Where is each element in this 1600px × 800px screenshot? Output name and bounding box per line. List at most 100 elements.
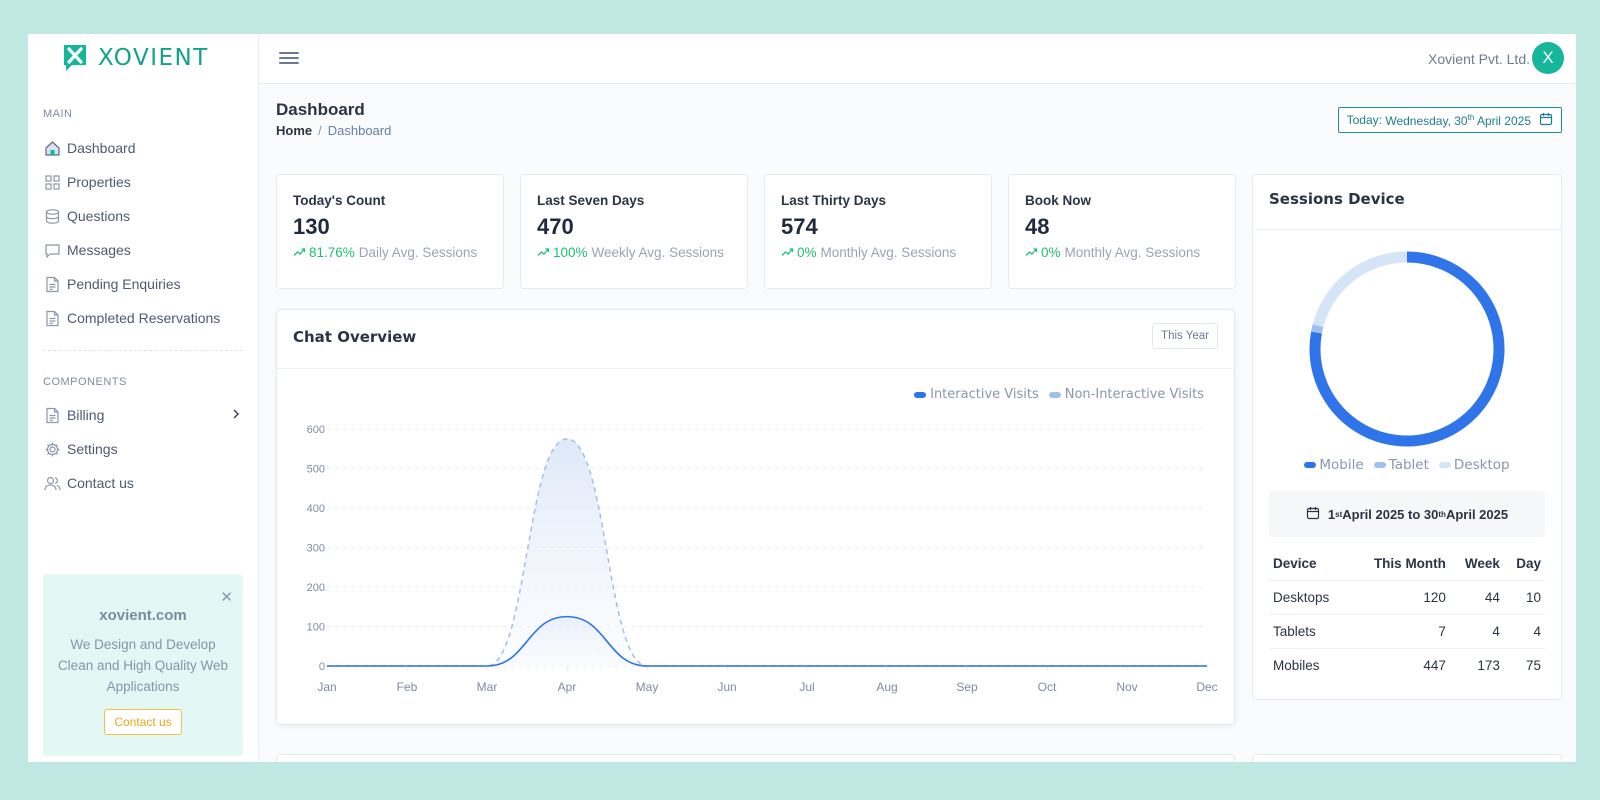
- close-icon[interactable]: ✕: [220, 589, 233, 606]
- sidebar-item-settings[interactable]: Settings: [43, 432, 243, 466]
- trend-up-icon: [537, 245, 550, 260]
- sidebar-item-pending-enquiries[interactable]: Pending Enquiries: [43, 267, 243, 301]
- donut-slice-tablet[interactable]: [1311, 324, 1324, 334]
- home-icon: [43, 139, 61, 157]
- table-cell: 44: [1449, 580, 1504, 615]
- table-row: Mobiles 447 173 75: [1269, 649, 1545, 683]
- x-tick-label: Jan: [317, 680, 336, 694]
- breadcrumb-home[interactable]: Home: [276, 123, 313, 138]
- donut-legend: Mobile Tablet Desktop: [1253, 457, 1561, 473]
- today-date: Wednesday, 30th April 2025: [1385, 112, 1531, 128]
- today-prefix: Today:: [1346, 113, 1382, 127]
- components-nav: Billing Settings Contact us: [43, 398, 243, 500]
- main-section-title: MAIN: [43, 108, 73, 120]
- breadcrumb: Home / Dashboard: [276, 123, 391, 138]
- table-cell: 447: [1423, 658, 1446, 673]
- y-tick-label: 200: [307, 582, 325, 594]
- stat-subtext: 100% Weekly Avg. Sessions: [537, 245, 731, 260]
- stat-label: Book Now: [1025, 193, 1091, 208]
- legend-interactive-visits[interactable]: Interactive Visits: [914, 387, 1039, 402]
- x-tick-label: Feb: [397, 680, 418, 694]
- x-tick-label: May: [636, 680, 659, 694]
- legend-non-interactive-visits[interactable]: Non-Interactive Visits: [1048, 387, 1204, 402]
- trend-up-icon: [293, 245, 306, 260]
- sidebar-divider: [43, 350, 243, 351]
- stat-subtext: 0% Monthly Avg. Sessions: [781, 245, 975, 260]
- column-header: Week: [1449, 547, 1504, 581]
- series-line[interactable]: [327, 438, 1207, 667]
- legend-desktop[interactable]: Desktop: [1438, 457, 1510, 473]
- stat-value: 574: [781, 214, 818, 239]
- series-line[interactable]: [327, 615, 1207, 667]
- stat-value: 130: [293, 214, 330, 239]
- stat-label: Today's Count: [293, 193, 386, 208]
- sidebar-item-messages[interactable]: Messages: [43, 233, 243, 267]
- table-cell: 10: [1503, 580, 1545, 615]
- x-tick-label: Oct: [1038, 680, 1057, 694]
- x-tick-label: Apr: [558, 680, 577, 694]
- chevron-right-icon[interactable]: [231, 407, 241, 423]
- table-cell: Tablets: [1269, 614, 1350, 649]
- users-icon: [43, 474, 61, 492]
- calendar-icon: [1539, 112, 1553, 129]
- stat-label: Last Thirty Days: [781, 193, 887, 208]
- grid-icon: [43, 173, 61, 191]
- sidebar-item-completed-reservations[interactable]: Completed Reservations: [43, 301, 243, 335]
- sidebar-item-label: Properties: [67, 174, 131, 190]
- today-date-button[interactable]: Today: Wednesday, 30th April 2025: [1337, 107, 1562, 133]
- sessions-device-title: Sessions Device: [1269, 190, 1405, 208]
- donut-slice-mobile[interactable]: [1309, 251, 1505, 447]
- sidebar-item-questions[interactable]: Questions: [43, 199, 243, 233]
- y-tick-label: 400: [307, 503, 325, 515]
- sidebar-item-label: Questions: [67, 208, 131, 224]
- table-row: Tablets 7 4 4: [1269, 614, 1545, 649]
- company-name[interactable]: Xovient Pvt. Ltd.: [1428, 51, 1530, 67]
- table-cell: Mobiles: [1273, 658, 1320, 673]
- calendar-icon: [1306, 506, 1320, 523]
- sidebar-item-dashboard[interactable]: Dashboard: [43, 131, 243, 165]
- next-card-placeholder: [276, 754, 1235, 762]
- topbar: Xovient Pvt. Ltd. X: [259, 34, 1576, 84]
- sidebar-item-label: Pending Enquiries: [67, 276, 181, 292]
- sidebar-item-label: Messages: [67, 242, 131, 258]
- stat-card-last-seven-days: Last Seven Days 470 100% Weekly Avg. Sess…: [520, 174, 748, 289]
- stat-label: Last Seven Days: [537, 193, 645, 208]
- menu-toggle-icon[interactable]: [279, 49, 299, 67]
- chat-overview-card: Chat Overview This Year Interactive Visi…: [276, 309, 1235, 725]
- series-area: [327, 616, 1207, 666]
- sidebar-item-label: Completed Reservations: [67, 310, 221, 326]
- sidebar-item-label: Contact us: [67, 475, 134, 491]
- breadcrumb-current: Dashboard: [327, 123, 392, 138]
- donut-slice-desktop[interactable]: [1312, 251, 1408, 328]
- contact-us-button[interactable]: Contact us: [104, 709, 182, 735]
- legend-tablet[interactable]: Tablet: [1373, 457, 1429, 473]
- promo-card: ✕ xovient.com We Design and Develop Clea…: [43, 574, 243, 756]
- legend-mobile[interactable]: Mobile: [1304, 457, 1364, 473]
- brand-logo[interactable]: XOVIENT: [62, 42, 209, 74]
- table-row: Desktops 120 44 10: [1269, 580, 1545, 615]
- column-header: This Month: [1349, 547, 1450, 581]
- this-year-button[interactable]: This Year: [1152, 323, 1218, 349]
- avatar[interactable]: X: [1532, 42, 1564, 74]
- promo-title: xovient.com: [99, 607, 187, 624]
- table-cell: Desktops: [1269, 580, 1350, 615]
- y-tick-label: 300: [307, 543, 325, 555]
- message-icon: [43, 241, 61, 259]
- y-tick-label: 100: [307, 622, 325, 634]
- page-title: Dashboard: [276, 100, 365, 119]
- sidebar-item-billing[interactable]: Billing: [43, 398, 243, 432]
- sidebar-item-label: Dashboard: [67, 140, 136, 156]
- sidebar-item-properties[interactable]: Properties: [43, 165, 243, 199]
- series-area: [327, 438, 1207, 666]
- stat-card-todays-count: Today's Count 130 81.76% Daily Avg. Sessi…: [276, 174, 504, 289]
- sidebar-item-contact-us[interactable]: Contact us: [43, 466, 243, 500]
- sidebar-item-label: Billing: [67, 407, 105, 423]
- sessions-donut-chart: [1309, 251, 1505, 447]
- stat-card-book-now: Book Now 48 0% Monthly Avg. Sessions: [1008, 174, 1236, 289]
- components-section-title: COMPONENTS: [43, 376, 127, 388]
- column-header: Day: [1503, 547, 1545, 581]
- xovient-logo-icon: [62, 43, 88, 73]
- x-tick-label: Mar: [477, 680, 498, 694]
